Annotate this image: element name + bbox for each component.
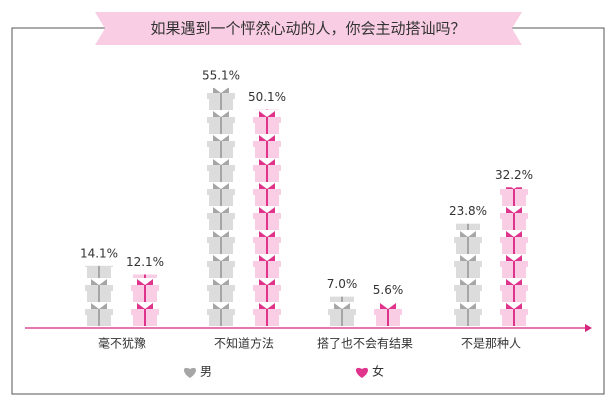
x-tick-label: 不知道方法 [214, 336, 274, 351]
legend-label: 男 [200, 365, 212, 379]
value-label: 14.1% [80, 246, 118, 260]
x-tick-label: 不是那种人 [461, 337, 521, 351]
legend-marker [183, 367, 197, 378]
x-axis-arrow [585, 324, 592, 332]
value-label: 12.1% [126, 255, 164, 269]
bar [207, 87, 235, 327]
value-label: 55.1% [202, 68, 240, 82]
x-tick-label: 毫不犹豫 [98, 336, 146, 351]
value-label: 32.2% [495, 168, 533, 182]
value-label: 7.0% [327, 277, 358, 291]
value-label: 23.8% [449, 204, 487, 218]
legend-marker [355, 367, 369, 378]
bar [374, 302, 402, 327]
title-banner [95, 12, 522, 45]
bar [500, 187, 528, 327]
bar [454, 223, 482, 327]
chart-title: 如果遇到一个怦然心动的人，你会主动搭讪吗？ [150, 20, 465, 38]
bar [131, 274, 159, 327]
value-label: 5.6% [373, 283, 404, 297]
bar [328, 296, 356, 327]
bar [85, 265, 113, 327]
value-label: 50.1% [248, 90, 286, 104]
x-tick-label: 搭了也不会有结果 [317, 337, 413, 351]
legend-label: 女 [372, 364, 384, 379]
bar [253, 109, 281, 327]
